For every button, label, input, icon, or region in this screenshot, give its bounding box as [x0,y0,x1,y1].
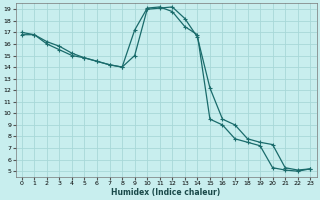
X-axis label: Humidex (Indice chaleur): Humidex (Indice chaleur) [111,188,221,197]
